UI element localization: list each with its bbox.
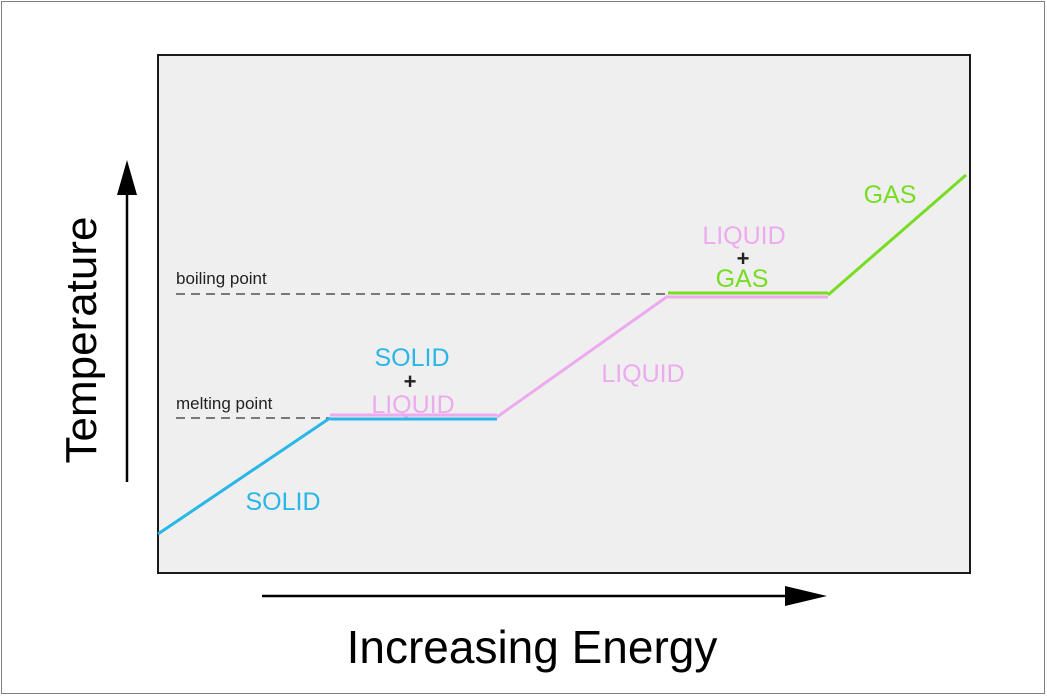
- y-axis-label: Temperature: [57, 216, 106, 463]
- x-axis-arrow: [262, 586, 827, 606]
- curve-segment-liquid: [496, 294, 669, 419]
- curve-segment-solid: [157, 416, 331, 536]
- plot-area: [157, 54, 971, 574]
- phase-label-solid-liquid-top: SOLID: [374, 344, 449, 372]
- y-axis-arrow: [117, 160, 137, 482]
- phase-label-solid-liquid-bottom: LIQUID: [371, 391, 454, 419]
- phase-label-solid: SOLID: [245, 488, 320, 516]
- phase-label-liquid: LIQUID: [601, 360, 684, 388]
- phase-label-solid-liquid-plus: +: [404, 369, 417, 394]
- phase-label-liquid-gas-plus: +: [737, 246, 750, 271]
- melting-point-label: melting point: [176, 394, 273, 413]
- boiling-point-label: boiling point: [176, 269, 267, 288]
- phase-label-liquid-gas-top: LIQUID: [702, 222, 785, 250]
- curve-segment-gas: [827, 173, 967, 297]
- phase-label-gas: GAS: [864, 181, 917, 209]
- x-axis-label: Increasing Energy: [347, 621, 718, 673]
- phase-label-liquid-gas-bottom: GAS: [716, 265, 769, 293]
